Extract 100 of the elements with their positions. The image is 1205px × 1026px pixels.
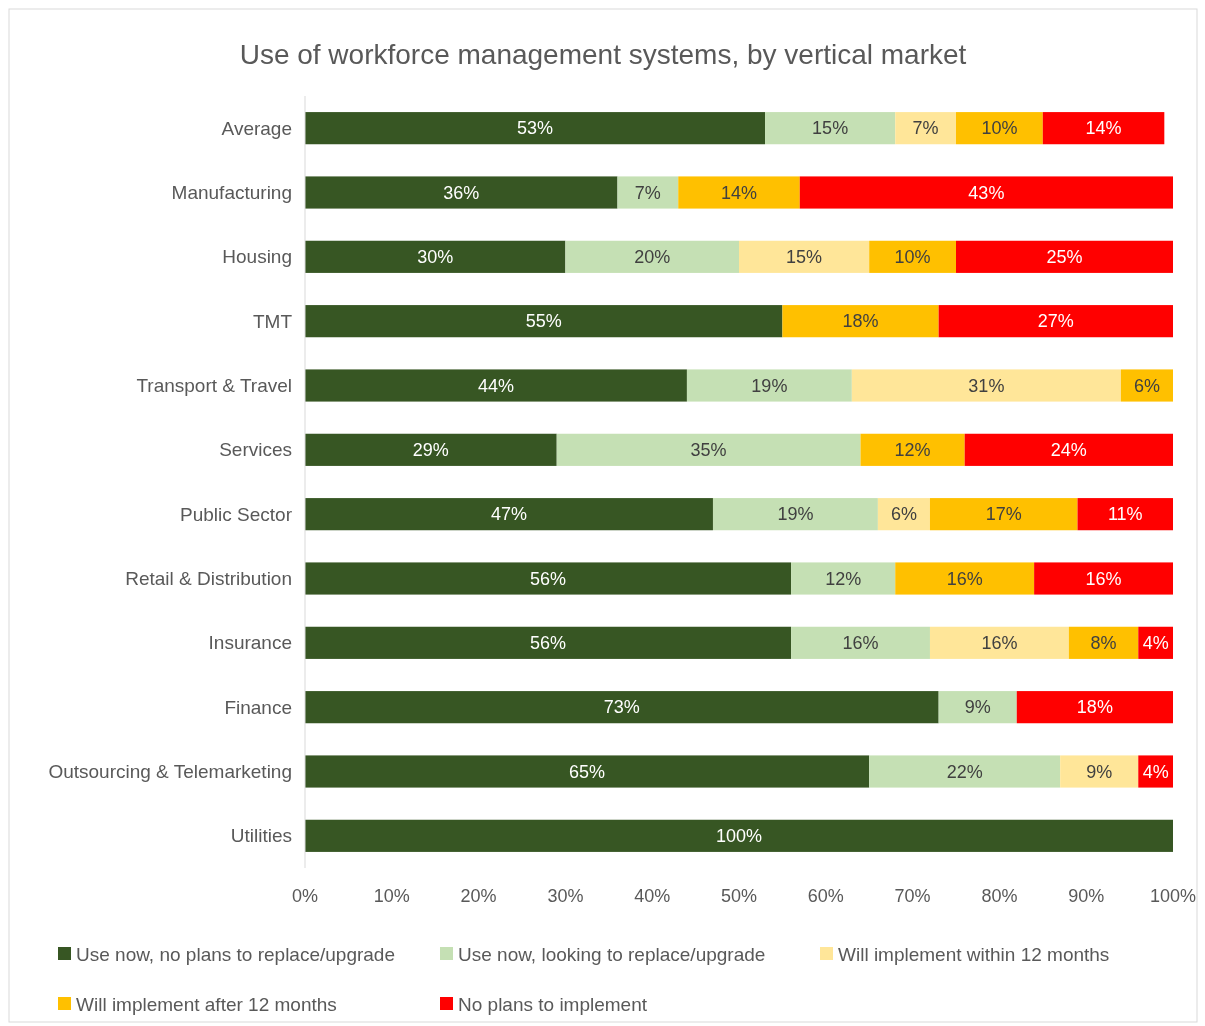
data-label: 65% — [569, 761, 606, 782]
data-label: 14% — [720, 182, 758, 203]
data-label: 6% — [890, 504, 917, 525]
bar — [791, 562, 896, 595]
bar — [1068, 626, 1139, 659]
data-label: 29% — [412, 440, 449, 461]
x-tick-label: 70% — [894, 886, 931, 907]
data-label: 4% — [1142, 761, 1169, 782]
x-tick-label: 60% — [807, 886, 844, 907]
data-label: 6% — [1133, 375, 1160, 396]
y-tick-label: Manufacturing — [171, 182, 292, 204]
x-tick-label: 90% — [1068, 886, 1105, 907]
bar — [938, 691, 1017, 724]
data-label: 18% — [842, 311, 879, 332]
data-label: 19% — [751, 375, 788, 396]
data-label: 18% — [1076, 697, 1113, 718]
data-label: 7% — [634, 182, 661, 203]
bar — [305, 626, 792, 659]
y-tick-label: Insurance — [208, 632, 292, 654]
data-label: 25% — [1046, 247, 1083, 268]
chart-title: Use of workforce management systems, by vertical market — [239, 39, 967, 70]
data-label: 15% — [812, 118, 849, 139]
bar — [1120, 369, 1173, 402]
data-label: 17% — [985, 504, 1022, 525]
bar — [678, 176, 800, 209]
y-tick-label: Public Sector — [180, 503, 293, 525]
data-label: 16% — [946, 568, 983, 589]
bar — [791, 626, 930, 659]
bar — [860, 433, 965, 466]
y-tick-label: Services — [219, 439, 292, 461]
bar — [799, 176, 1173, 209]
data-label: 16% — [842, 633, 879, 654]
data-label: 11% — [1107, 504, 1143, 525]
bar — [964, 433, 1173, 466]
y-tick-label: TMT — [252, 310, 293, 332]
bar — [1016, 691, 1173, 724]
data-label: 7% — [912, 118, 939, 139]
x-tick-label: 80% — [981, 886, 1018, 907]
legend-label: Will implement after 12 months — [76, 993, 337, 1015]
data-label: 44% — [477, 375, 514, 396]
bar — [1034, 562, 1173, 595]
data-label: 30% — [417, 247, 454, 268]
bar — [305, 112, 766, 145]
data-label: 56% — [530, 633, 567, 654]
bar — [305, 498, 713, 531]
bar — [305, 369, 687, 402]
bar — [869, 755, 1061, 788]
bar — [1077, 498, 1173, 531]
bar — [712, 498, 878, 531]
x-tick-label: 20% — [460, 886, 497, 907]
data-label: 24% — [1050, 440, 1087, 461]
bar — [956, 240, 1173, 273]
data-label: 9% — [1086, 761, 1113, 782]
bar — [938, 305, 1173, 338]
data-label: 8% — [1090, 633, 1117, 654]
data-label: 22% — [946, 761, 983, 782]
data-label: 12% — [894, 440, 931, 461]
bar — [851, 369, 1121, 402]
x-tick-label: 30% — [547, 886, 584, 907]
y-tick-label: Transport & Travel — [136, 375, 292, 397]
bar — [1060, 755, 1139, 788]
bar — [956, 112, 1043, 145]
bar — [305, 176, 618, 209]
y-tick-label: Housing — [222, 246, 292, 268]
data-label: 20% — [634, 247, 671, 268]
data-label: 14% — [1085, 118, 1122, 139]
bar — [305, 305, 783, 338]
bar — [739, 240, 870, 273]
bar — [556, 433, 861, 466]
data-label: 9% — [964, 697, 991, 718]
data-label: 12% — [825, 568, 862, 589]
bar — [1042, 112, 1165, 145]
x-tick-label: 40% — [634, 886, 671, 907]
bar — [305, 433, 557, 466]
data-label: 47% — [490, 504, 527, 525]
legend-label: Use now, looking to replace/upgrade — [458, 943, 766, 965]
y-tick-label: Utilities — [230, 825, 292, 847]
bar — [869, 240, 956, 273]
data-label: 55% — [525, 311, 562, 332]
x-tick-label: 100% — [1149, 886, 1197, 907]
data-label: 43% — [968, 182, 1005, 203]
data-label: 10% — [981, 118, 1018, 139]
bar — [782, 305, 939, 338]
data-label: 4% — [1142, 633, 1169, 654]
bar — [686, 369, 852, 402]
data-label: 35% — [690, 440, 727, 461]
bar — [895, 112, 956, 145]
bar — [929, 626, 1069, 659]
data-label: 36% — [443, 182, 480, 203]
x-tick-label: 50% — [720, 886, 758, 907]
data-label: 19% — [777, 504, 814, 525]
bar — [305, 562, 792, 595]
bar — [617, 176, 679, 209]
y-tick-label: Average — [221, 117, 292, 139]
legend-label: No plans to implement — [458, 993, 648, 1015]
bar — [305, 240, 566, 273]
y-tick-label: Retail & Distribution — [125, 568, 292, 590]
bar — [305, 691, 939, 724]
data-label: 53% — [517, 118, 554, 139]
x-tick-label: 10% — [373, 886, 410, 907]
